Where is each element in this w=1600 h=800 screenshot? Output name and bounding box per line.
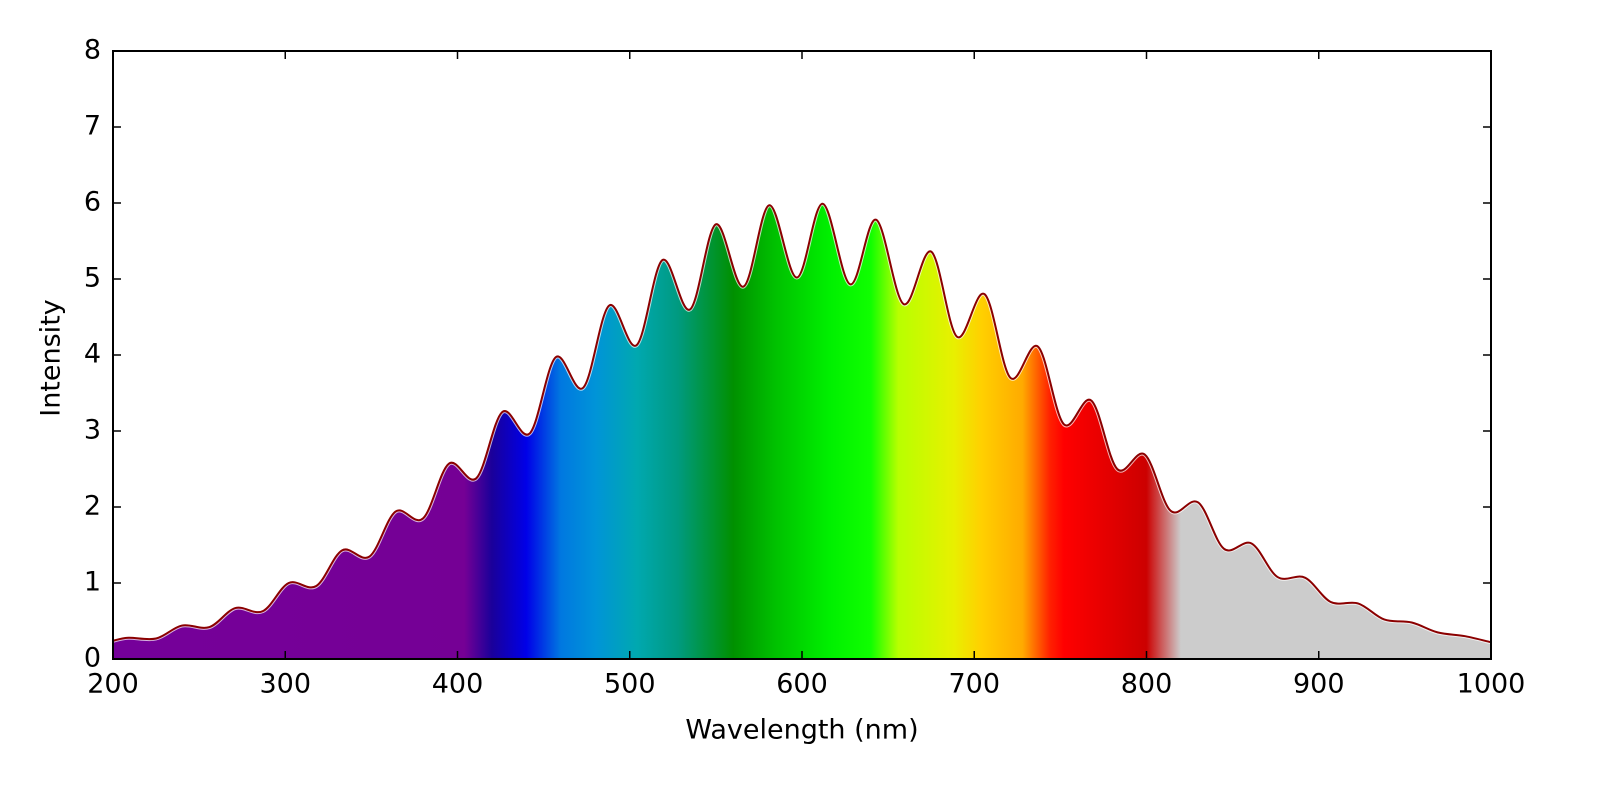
- x-tick-label: 1000: [1457, 669, 1526, 700]
- line: [112, 202, 1492, 644]
- y-tick-label: 5: [84, 263, 101, 294]
- x-axis-label: Wavelength (nm): [685, 715, 918, 746]
- x-tick-label: 500: [604, 669, 656, 700]
- x-tick-label: 900: [1293, 669, 1345, 700]
- x-tick-label: 800: [1121, 669, 1173, 700]
- y-tick-label: 3: [84, 415, 101, 446]
- y-tick-label: 8: [84, 35, 101, 66]
- x-tick-label: 400: [432, 669, 484, 700]
- y-tick-label: 6: [84, 187, 101, 218]
- y-tick-label: 1: [84, 567, 101, 598]
- y-tick-label: 2: [84, 491, 101, 522]
- y-axis-label: Intensity: [36, 299, 67, 417]
- x-tick-label: 700: [948, 669, 1000, 700]
- y-tick-label: 7: [84, 111, 101, 142]
- y-tick-label: 0: [84, 643, 101, 674]
- area-fill: [113, 203, 1491, 659]
- y-tick-label: 4: [84, 339, 101, 370]
- x-tick-label: 300: [259, 669, 311, 700]
- x-tick-label: 600: [776, 669, 828, 700]
- x-tick-label: 200: [87, 669, 139, 700]
